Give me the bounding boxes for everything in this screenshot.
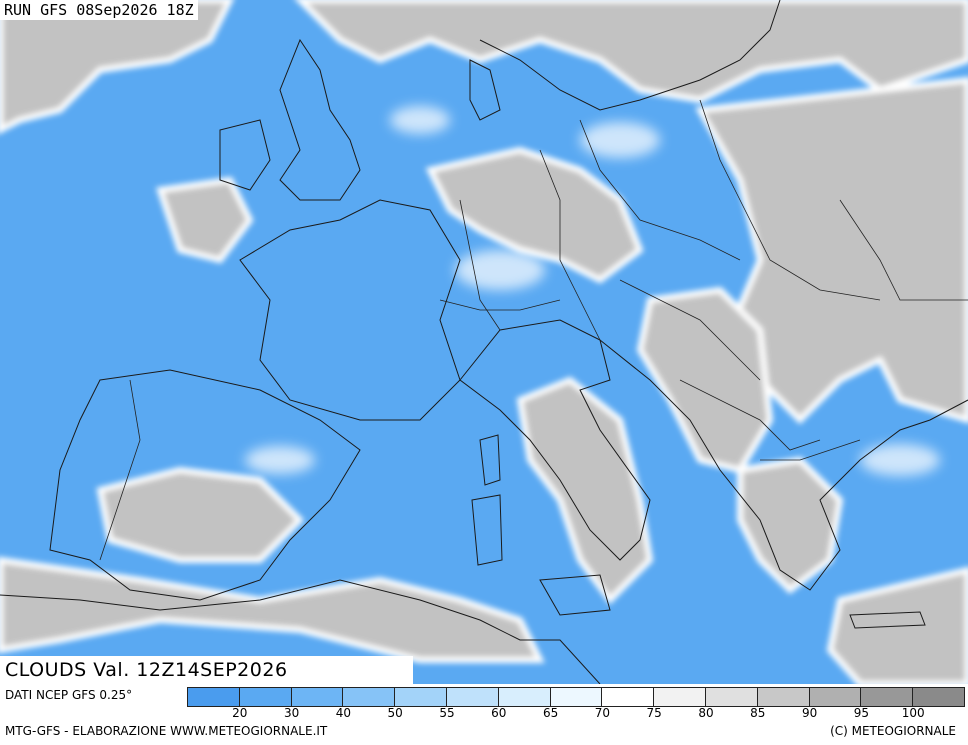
coast-denmark — [469, 59, 501, 121]
legend-swatch — [601, 687, 655, 707]
cloud-ireland — [156, 176, 254, 264]
legend-tick-label: 70 — [594, 706, 611, 720]
legend-swatch — [549, 687, 603, 707]
legend-swatch — [808, 687, 862, 707]
cloud-italy — [516, 376, 654, 605]
cloud-eastern-europe — [695, 76, 968, 425]
legend-tick-label: 40 — [335, 706, 352, 720]
credit-elaborazione: MTG-GFS - ELABORAZIONE WWW.METEOGIORNALE… — [5, 724, 328, 738]
coast-sicily — [539, 574, 611, 616]
map-validity-label: CLOUDS Val. 12Z14SEP2026 — [0, 656, 413, 684]
legend-tick-label: 65 — [542, 706, 559, 720]
cloud-central-europe — [425, 146, 644, 284]
legend-footer: DATI NCEP GFS 0.25° 20 30 40 50 55 60 65 70 75 80… — [0, 684, 968, 745]
coast-north-africa — [0, 579, 601, 684]
coast-balkans — [599, 339, 968, 591]
legend-tick-label: 75 — [646, 706, 662, 720]
legend-tick-label: 55 — [439, 706, 455, 720]
color-scale-ticks: 20 30 40 50 55 60 65 70 75 80 85 90 95 100 — [188, 706, 965, 722]
legend-swatch — [238, 687, 292, 707]
coast-italy — [459, 319, 651, 561]
legend-swatch — [860, 687, 914, 707]
coast-france — [239, 199, 461, 421]
run-title: RUN GFS 08Sep2026 18Z — [0, 0, 198, 20]
country-borders — [99, 99, 968, 561]
legend-tick-label: 90 — [801, 706, 818, 720]
cloud-scandinavia — [295, 0, 968, 104]
cloud-east-med — [826, 566, 968, 684]
color-scale-bar — [187, 687, 965, 707]
legend-tick-label: 85 — [750, 706, 766, 720]
legend-tick-label: 60 — [491, 706, 507, 720]
coast-iberia — [49, 369, 361, 601]
coastlines — [0, 0, 968, 684]
legend-tick-label: 100 — [901, 706, 925, 720]
coast-ireland — [219, 119, 271, 191]
legend-swatch — [394, 687, 447, 707]
legend-swatch — [342, 687, 396, 707]
cloud-iberia — [96, 466, 305, 563]
coast-baltic — [479, 0, 781, 111]
cloud-wisps — [245, 106, 940, 476]
coast-crete — [849, 611, 926, 629]
legend-swatch — [445, 687, 499, 707]
coast-britain — [279, 38, 361, 201]
cloud-greece — [737, 456, 844, 594]
legend-swatch — [912, 687, 965, 707]
cloud-cover-map — [0, 0, 968, 684]
legend-swatch — [653, 687, 706, 707]
coast-sardinia — [471, 494, 503, 566]
coast-corsica — [479, 434, 501, 486]
cloud-masses — [0, 0, 968, 684]
legend-swatch — [187, 687, 240, 707]
legend-tick-label: 50 — [387, 706, 403, 720]
legend-swatch — [756, 687, 810, 707]
credit-copyright: (C) METEOGIORNALE — [830, 724, 956, 738]
legend-tick-label: 30 — [283, 706, 300, 720]
legend-tick-label: 20 — [232, 706, 248, 720]
legend-tick-label: 80 — [698, 706, 714, 720]
legend-swatch — [704, 687, 758, 707]
legend-swatch — [290, 687, 344, 707]
cloud-north-atlantic — [0, 0, 234, 134]
legend-swatch — [497, 687, 551, 707]
data-source-label: DATI NCEP GFS 0.25° — [5, 688, 133, 702]
legend-tick-label: 95 — [853, 706, 870, 720]
